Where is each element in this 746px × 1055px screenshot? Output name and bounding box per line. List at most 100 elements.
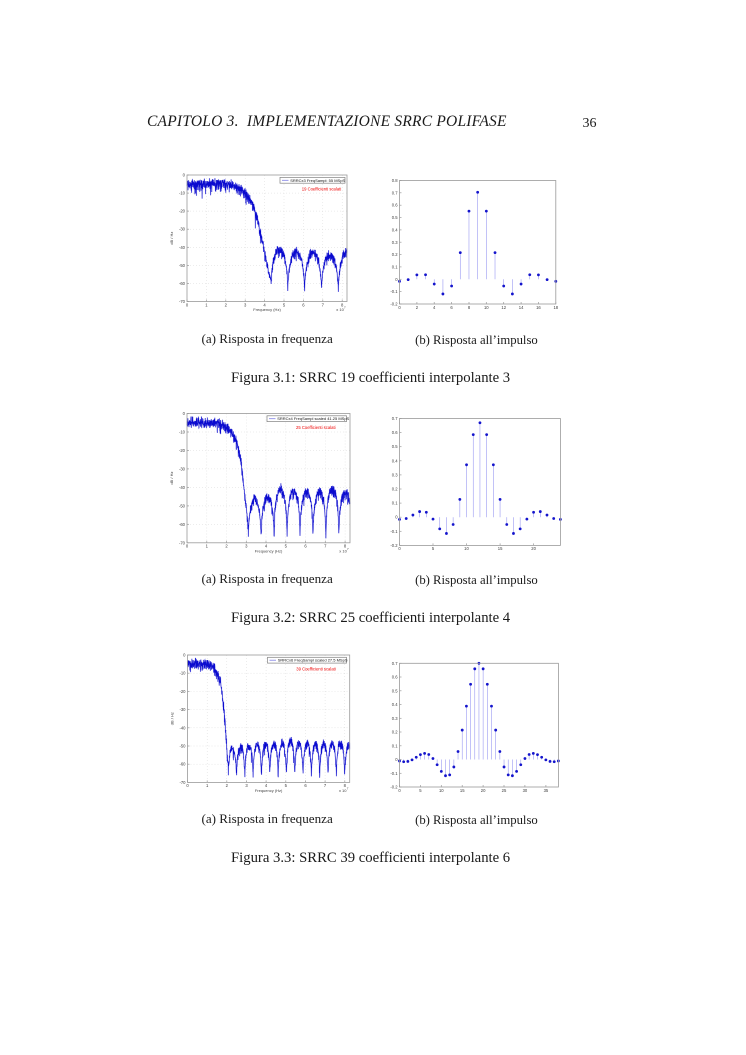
- svg-text:5: 5: [419, 788, 422, 793]
- svg-text:0.6: 0.6: [392, 675, 398, 680]
- svg-text:5: 5: [283, 302, 286, 307]
- svg-text:-30: -30: [179, 707, 186, 712]
- svg-text:0.2: 0.2: [392, 487, 398, 492]
- svg-text:Frequency (Hz): Frequency (Hz): [255, 548, 283, 553]
- svg-text:0: 0: [398, 305, 401, 310]
- svg-text:0.3: 0.3: [392, 472, 398, 477]
- svg-text:8: 8: [344, 544, 347, 549]
- svg-text:-0.2: -0.2: [390, 785, 398, 790]
- svg-text:4: 4: [263, 302, 266, 307]
- svg-text:0: 0: [398, 788, 401, 793]
- svg-text:0: 0: [398, 546, 401, 551]
- svg-text:6: 6: [304, 544, 307, 549]
- svg-text:0: 0: [395, 277, 398, 282]
- svg-text:0.3: 0.3: [392, 716, 398, 721]
- svg-text:0.5: 0.5: [392, 215, 398, 220]
- svg-text:7: 7: [322, 302, 325, 307]
- svg-text:3: 3: [245, 783, 248, 788]
- svg-text:-70: -70: [179, 780, 186, 785]
- svg-text:0.8: 0.8: [392, 178, 398, 183]
- svg-text:SRRCx3 FreqSampl: 55 MSpS: SRRCx3 FreqSampl: 55 MSpS: [290, 178, 345, 183]
- svg-text:0.2: 0.2: [392, 730, 398, 735]
- svg-text:Frequency (Hz): Frequency (Hz): [253, 307, 281, 312]
- svg-text:5: 5: [432, 546, 435, 551]
- svg-text:3: 3: [245, 544, 248, 549]
- svg-text:4: 4: [265, 783, 268, 788]
- svg-text:0.7: 0.7: [392, 661, 398, 666]
- svg-text:0.7: 0.7: [392, 190, 398, 195]
- svg-text:x 10: x 10: [339, 788, 347, 793]
- svg-text:25: 25: [502, 788, 507, 793]
- svg-text:0: 0: [186, 783, 189, 788]
- svg-text:-30: -30: [179, 227, 186, 232]
- svg-text:7: 7: [347, 547, 349, 551]
- svg-text:-20: -20: [179, 209, 186, 214]
- svg-text:20: 20: [481, 788, 486, 793]
- svg-text:16: 16: [536, 305, 541, 310]
- svg-text:Frequency (Hz): Frequency (Hz): [255, 788, 283, 793]
- svg-text:14: 14: [519, 305, 524, 310]
- svg-text:-10: -10: [179, 671, 186, 676]
- svg-text:dB / Hz: dB / Hz: [169, 232, 174, 245]
- svg-text:dB / Hz: dB / Hz: [170, 712, 175, 725]
- svg-text:-20: -20: [179, 689, 186, 694]
- svg-text:10: 10: [464, 546, 469, 551]
- svg-text:12: 12: [501, 305, 506, 310]
- svg-text:0.1: 0.1: [392, 743, 398, 748]
- svg-text:0.4: 0.4: [392, 702, 398, 707]
- svg-text:0: 0: [395, 757, 398, 762]
- svg-text:-60: -60: [179, 281, 186, 286]
- svg-text:-10: -10: [179, 191, 186, 196]
- svg-text:25 Coefficienti scalati: 25 Coefficienti scalati: [296, 425, 336, 430]
- svg-text:0.5: 0.5: [392, 444, 398, 449]
- svg-text:-40: -40: [179, 725, 186, 730]
- svg-text:2: 2: [226, 783, 229, 788]
- svg-text:-30: -30: [179, 466, 186, 471]
- svg-text:-40: -40: [179, 485, 186, 490]
- svg-text:1: 1: [206, 544, 209, 549]
- svg-text:0: 0: [183, 173, 186, 178]
- svg-text:39 Coefficienti scalati: 39 Coefficienti scalati: [296, 667, 336, 672]
- svg-text:-70: -70: [179, 540, 186, 545]
- svg-text:18: 18: [553, 305, 558, 310]
- svg-text:0.6: 0.6: [392, 430, 398, 435]
- svg-text:5: 5: [285, 783, 288, 788]
- svg-text:6: 6: [450, 305, 453, 310]
- svg-text:1: 1: [206, 783, 209, 788]
- svg-text:8: 8: [468, 305, 471, 310]
- svg-text:7: 7: [344, 306, 346, 310]
- svg-text:-50: -50: [179, 503, 186, 508]
- svg-text:0.1: 0.1: [392, 264, 398, 269]
- svg-text:-0.1: -0.1: [390, 529, 398, 534]
- svg-text:5: 5: [285, 544, 288, 549]
- svg-text:0.7: 0.7: [392, 416, 398, 421]
- svg-text:0: 0: [186, 544, 189, 549]
- svg-text:0.6: 0.6: [392, 203, 398, 208]
- svg-text:7: 7: [347, 787, 349, 791]
- svg-text:10: 10: [484, 305, 489, 310]
- svg-text:8: 8: [344, 783, 347, 788]
- svg-text:x 10: x 10: [339, 548, 347, 553]
- svg-text:0: 0: [186, 302, 189, 307]
- svg-text:-10: -10: [179, 430, 186, 435]
- svg-text:3: 3: [244, 302, 247, 307]
- svg-text:-50: -50: [179, 263, 186, 268]
- svg-text:0.4: 0.4: [392, 227, 398, 232]
- svg-text:6: 6: [304, 783, 307, 788]
- svg-text:-0.2: -0.2: [390, 543, 398, 548]
- svg-text:2: 2: [225, 544, 228, 549]
- svg-text:0.1: 0.1: [392, 501, 398, 506]
- svg-text:1: 1: [205, 302, 208, 307]
- svg-text:-60: -60: [179, 762, 186, 767]
- svg-text:-20: -20: [179, 448, 186, 453]
- svg-text:-0.1: -0.1: [390, 771, 398, 776]
- svg-text:-70: -70: [179, 299, 186, 304]
- svg-text:x 10: x 10: [336, 307, 344, 312]
- svg-text:4: 4: [433, 305, 436, 310]
- svg-text:15: 15: [498, 546, 503, 551]
- svg-text:15: 15: [460, 788, 465, 793]
- svg-text:2: 2: [416, 305, 419, 310]
- svg-text:6: 6: [302, 302, 305, 307]
- svg-text:19 Coefficienti scalati: 19 Coefficienti scalati: [302, 187, 342, 192]
- svg-text:-0.2: -0.2: [390, 302, 398, 307]
